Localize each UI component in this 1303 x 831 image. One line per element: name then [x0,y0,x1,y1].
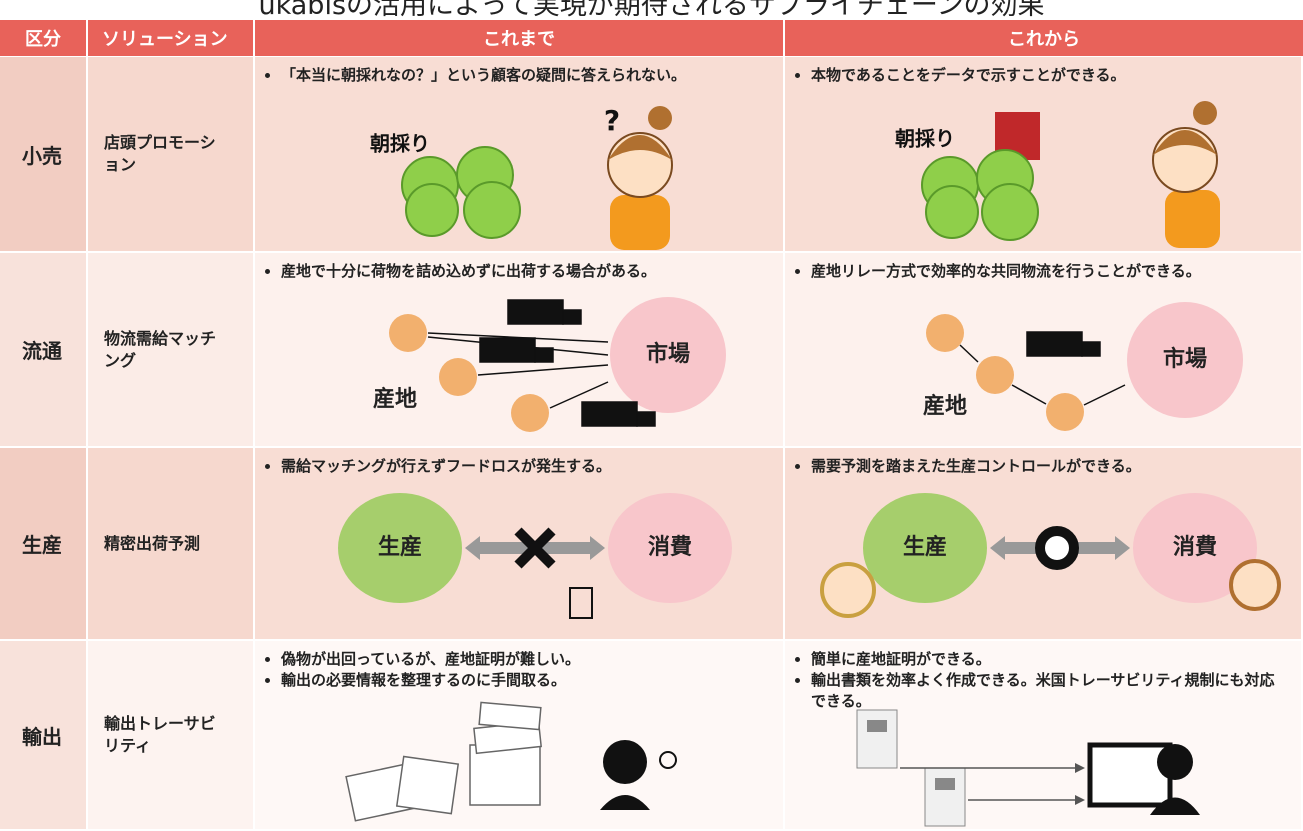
solution-text: 物流需給マッチング [104,328,217,370]
bullet-item: 輸出書類を効率よく作成できる。米国トレーサビリティ規制にも対応できる。 [811,670,1289,712]
figure-label: 消費 [1173,535,1217,560]
figure-label: 朝採り [370,132,430,156]
figure-label: 産地 [923,393,967,419]
figure-label: 消費 [648,535,692,560]
category-cell: 小売 [0,57,88,253]
customer-happy [1152,101,1220,248]
category-cell: 生産 [0,448,88,641]
lettuce [921,149,1039,241]
customer-doubt: ? [604,104,673,250]
bullet-list: 産地リレー方式で効率的な共同物流を行うことができる。 [789,261,1289,282]
figure-label: 生産 [903,534,947,560]
logistics-before [389,297,726,432]
before-cell: 「本当に朝採れなの？」という顧客の疑問に答えられない。 [255,57,785,253]
bullet-item: 需要予測を踏まえた生産コントロールができる。 [811,456,1289,477]
svg-text:?: ? [604,104,620,137]
figure-label: 生産 [378,534,422,560]
bullet-list: 偽物が出回っているが、産地証明が難しい。輸出の必要情報を整理するのに手間取る。 [259,649,771,691]
bullet-item: 本物であることをデータで示すことができる。 [811,65,1289,86]
solution-cell: 精密出荷予測 [88,448,255,641]
worried-person [600,740,677,810]
bullet-list: 需要予測を踏まえた生産コントロールができる。 [789,456,1289,477]
export-docs [856,709,1200,827]
category-cell: 輸出 [0,641,88,831]
bullet-list: 簡単に産地証明ができる。輸出書類を効率よく作成できる。米国トレーサビリティ規制に… [789,649,1289,712]
bullet-list: 本物であることをデータで示すことができる。 [789,65,1289,86]
bullet-item: 産地リレー方式で効率的な共同物流を行うことができる。 [811,261,1289,282]
solution-cell: 物流需給マッチング [88,253,255,448]
bullet-item: 偽物が出回っているが、産地証明が難しい。 [281,649,771,670]
supply-demand-after [820,493,1281,618]
solution-text: 輸出トレーサビリティ [104,714,216,755]
header-cell: 区分 [0,20,88,56]
bullet-list: 需給マッチングが行えずフードロスが発生する。 [259,456,771,477]
bullet-item: 簡単に産地証明ができる。 [811,649,1289,670]
solution-text: 精密出荷予測 [104,533,201,553]
logistics-after [926,302,1243,431]
solution-cell: 輸出トレーサビリティ [88,641,255,831]
header-cell: ソリューション [88,20,255,56]
figure-label: 市場 [1163,346,1207,372]
bullet-list: 「本当に朝採れなの？」という顧客の疑問に答えられない。 [259,65,771,86]
title: ukabisの活用によって実現が期待されるサプライチェーンの効果 [258,0,1045,21]
bullet-item: 需給マッチングが行えずフードロスが発生する。 [281,456,771,477]
bullet-item: 輸出の必要情報を整理するのに手間取る。 [281,670,771,691]
bullet-item: 「本当に朝採れなの？」という顧客の疑問に答えられない。 [281,65,771,86]
solution-cell: 店頭プロモーション [88,57,255,253]
bullet-item: 産地で十分に荷物を詰め込めずに出荷する場合がある。 [281,261,771,282]
header-cell: これから [785,20,1303,56]
figure-label: 市場 [646,341,690,367]
paper-pile [345,701,543,822]
category-cell: 流通 [0,253,88,448]
header-cell: これまで [255,20,785,56]
figure-label: 産地 [373,386,417,412]
bullet-list: 産地で十分に荷物を詰め込めずに出荷する場合がある。 [259,261,771,282]
supply-demand-before [338,493,732,619]
solution-text: 店頭プロモーション [104,133,216,174]
figure-label: 朝採り [895,127,955,151]
lettuce [401,146,521,239]
